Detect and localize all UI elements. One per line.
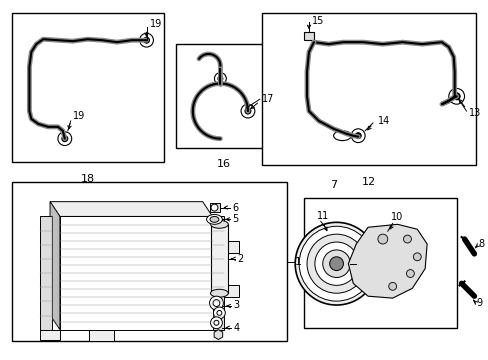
Text: 16: 16 bbox=[217, 159, 231, 169]
Text: 19: 19 bbox=[73, 111, 85, 121]
Bar bbox=[40, 330, 60, 339]
Text: 8: 8 bbox=[477, 239, 484, 249]
Circle shape bbox=[306, 234, 366, 293]
Bar bbox=[12, 182, 287, 342]
Text: 17: 17 bbox=[261, 94, 274, 104]
Circle shape bbox=[214, 320, 219, 325]
Circle shape bbox=[210, 317, 222, 329]
Bar bbox=[224, 241, 239, 253]
Ellipse shape bbox=[206, 215, 222, 224]
Circle shape bbox=[213, 300, 220, 306]
Circle shape bbox=[62, 136, 68, 141]
Bar bbox=[89, 330, 114, 342]
Polygon shape bbox=[50, 202, 212, 216]
Bar bbox=[40, 216, 52, 330]
Circle shape bbox=[211, 204, 218, 211]
Text: 15: 15 bbox=[311, 15, 324, 26]
Circle shape bbox=[241, 104, 254, 118]
Bar bbox=[209, 203, 220, 212]
Text: 4: 4 bbox=[233, 323, 239, 333]
Text: 1: 1 bbox=[295, 257, 302, 267]
Bar bbox=[210, 224, 228, 293]
Circle shape bbox=[295, 222, 377, 305]
Text: 14: 14 bbox=[377, 116, 389, 126]
Circle shape bbox=[217, 310, 222, 315]
Polygon shape bbox=[347, 224, 426, 298]
Bar bbox=[304, 32, 313, 40]
Text: 19: 19 bbox=[149, 19, 162, 30]
Bar bbox=[176, 44, 272, 148]
Text: 18: 18 bbox=[81, 174, 95, 184]
Circle shape bbox=[214, 73, 226, 85]
Ellipse shape bbox=[210, 216, 219, 222]
Ellipse shape bbox=[210, 220, 228, 228]
Circle shape bbox=[322, 250, 349, 278]
Ellipse shape bbox=[210, 289, 228, 297]
Bar bbox=[261, 13, 475, 165]
Circle shape bbox=[299, 226, 373, 301]
Circle shape bbox=[140, 33, 153, 47]
Circle shape bbox=[143, 37, 149, 43]
Circle shape bbox=[377, 234, 387, 244]
Circle shape bbox=[406, 270, 413, 278]
Circle shape bbox=[350, 129, 365, 143]
Text: 11: 11 bbox=[316, 211, 328, 221]
Circle shape bbox=[213, 307, 225, 319]
Text: 7: 7 bbox=[329, 180, 337, 190]
Circle shape bbox=[403, 235, 410, 243]
Text: 13: 13 bbox=[468, 108, 480, 118]
Text: 12: 12 bbox=[361, 177, 375, 187]
Text: 10: 10 bbox=[390, 212, 402, 222]
Circle shape bbox=[244, 108, 250, 114]
Circle shape bbox=[448, 89, 464, 104]
Text: 3: 3 bbox=[233, 300, 239, 310]
Ellipse shape bbox=[333, 131, 350, 141]
Circle shape bbox=[218, 76, 223, 81]
Text: 5: 5 bbox=[232, 215, 238, 224]
Circle shape bbox=[388, 282, 396, 290]
Bar bbox=[224, 285, 239, 297]
Text: 6: 6 bbox=[232, 203, 238, 212]
Text: 9: 9 bbox=[475, 298, 482, 308]
Polygon shape bbox=[50, 202, 60, 330]
Bar bbox=[12, 13, 164, 162]
Text: 2: 2 bbox=[237, 254, 243, 264]
Polygon shape bbox=[60, 216, 212, 330]
Circle shape bbox=[209, 296, 223, 310]
Bar bbox=[212, 216, 224, 330]
Circle shape bbox=[314, 242, 358, 285]
Circle shape bbox=[355, 133, 361, 139]
Circle shape bbox=[329, 257, 343, 271]
Circle shape bbox=[412, 253, 420, 261]
Circle shape bbox=[58, 132, 72, 145]
Circle shape bbox=[452, 93, 459, 100]
Bar bbox=[304, 198, 456, 328]
